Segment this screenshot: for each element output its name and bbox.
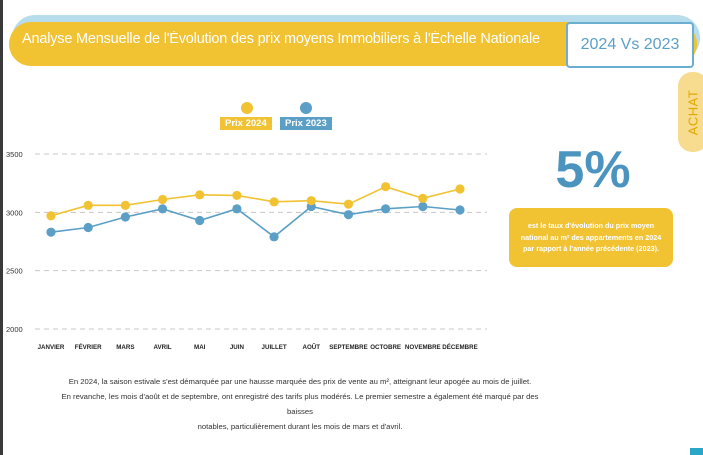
evolution-percent: 5% xyxy=(555,141,631,199)
comparison-label: 2024 Vs 2023 xyxy=(580,36,680,53)
series-1-point-5 xyxy=(232,204,242,214)
corner-marker xyxy=(690,448,703,455)
series-0-point-0 xyxy=(46,211,56,221)
x-tick-label-7: AOÛT xyxy=(303,344,321,351)
page-title: Analyse Mensuelle de l'Évolution des pri… xyxy=(22,31,540,47)
x-tick-label-1: FÉVRIER xyxy=(75,343,102,351)
x-tick-label-0: JANVIER xyxy=(38,344,65,351)
achat-tab[interactable] xyxy=(678,72,703,152)
evolution-info-text: est le taux d'évolution du prix moyen na… xyxy=(520,221,662,254)
x-tick-label-2: MARS xyxy=(116,344,134,351)
description-line-2: En revanche, les mois d'août et de septe… xyxy=(61,392,539,416)
series-0-point-9 xyxy=(381,182,391,192)
series-0-point-10 xyxy=(418,193,428,203)
legend-label-2023: Prix 2023 xyxy=(280,117,332,130)
series-1-point-0 xyxy=(46,227,56,237)
legend-dot-2024 xyxy=(241,102,253,114)
legend-label-2024: Prix 2024 xyxy=(220,117,272,130)
series-1-point-11 xyxy=(455,205,465,215)
y-tick-label-2000: 2000 xyxy=(6,325,23,334)
series-0-point-4 xyxy=(195,190,205,200)
comparison-box: 2024 Vs 2023 xyxy=(566,22,694,68)
x-tick-label-5: JUIN xyxy=(230,344,245,351)
series-line-0 xyxy=(50,185,461,217)
series-0-point-6 xyxy=(269,197,279,207)
description-line-1: En 2024, la saison estivale s'est démarq… xyxy=(68,377,532,386)
series-1-point-2 xyxy=(120,212,130,222)
series-line-1 xyxy=(50,205,461,238)
series-0-point-1 xyxy=(83,200,93,210)
x-tick-label-3: AVRIL xyxy=(153,344,171,351)
series-1-point-4 xyxy=(195,215,205,226)
series-0-point-11 xyxy=(455,184,465,194)
evolution-info-box: est le taux d'évolution du prix moyen na… xyxy=(509,208,673,267)
y-tick-label-2500: 2500 xyxy=(6,267,23,276)
series-1-point-6 xyxy=(269,232,279,242)
series-1-point-3 xyxy=(157,204,168,214)
y-tick-label-3500: 3500 xyxy=(6,150,23,159)
series-0-point-8 xyxy=(343,199,354,209)
series-0-point-3 xyxy=(157,194,168,205)
series-1-point-1 xyxy=(83,222,93,233)
x-tick-label-10: NOVEMBRE xyxy=(405,344,441,351)
price-line-chart: 2000 2500 3000 3500 JANVIER FÉVRIER MARS AVRIL M… xyxy=(6,150,487,351)
y-tick-label-3000: 3000 xyxy=(6,208,23,217)
x-tick-label-9: OCTOBRE xyxy=(370,344,401,351)
legend-dot-2023 xyxy=(300,102,312,114)
series-0-point-5 xyxy=(232,190,242,201)
series-0-point-2 xyxy=(120,200,130,210)
series-1-point-9 xyxy=(381,204,391,214)
series-1-point-10 xyxy=(418,201,428,212)
description-line-3: notables, particulièrement durant les mo… xyxy=(197,422,403,431)
achat-tab-label-wrap: ACHAT xyxy=(680,86,703,138)
achat-tab-label: ACHAT xyxy=(685,89,701,135)
series-1-point-8 xyxy=(343,210,354,220)
x-tick-label-4: MAI xyxy=(194,344,206,351)
description-text: En 2024, la saison estivale s'est démarq… xyxy=(50,374,550,434)
left-edge-rule xyxy=(0,0,3,455)
x-tick-label-6: JUILLET xyxy=(262,344,287,351)
x-tick-label-8: SEPTEMBRE xyxy=(329,344,368,351)
series-0-point-7 xyxy=(306,196,316,206)
x-tick-label-11: DÉCEMBRE xyxy=(442,343,477,351)
